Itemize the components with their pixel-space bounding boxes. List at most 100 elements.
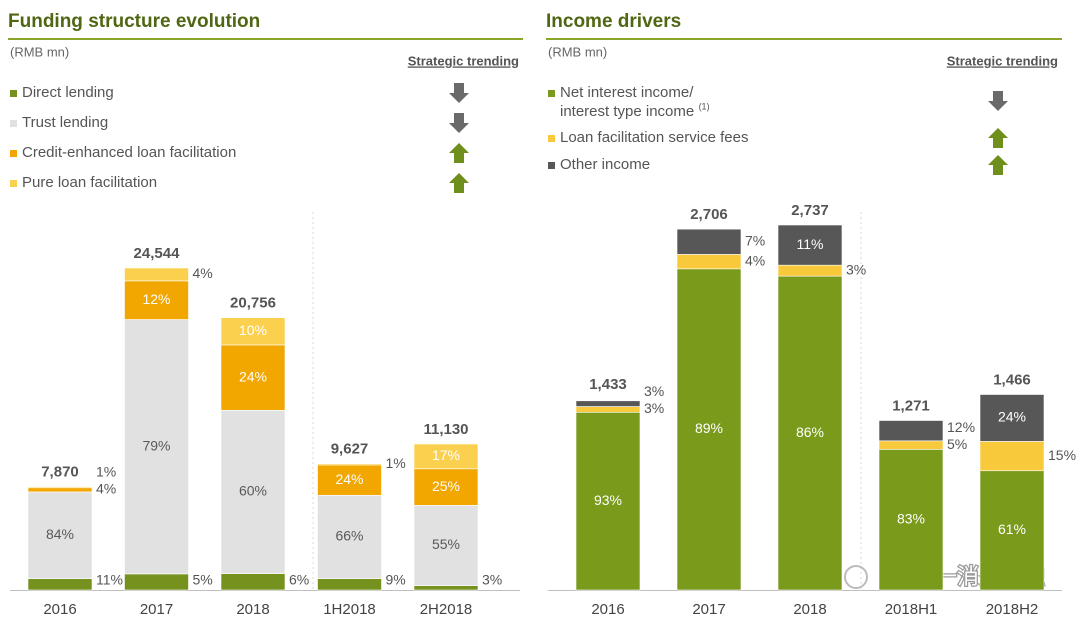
bar-segment bbox=[317, 463, 382, 466]
bar-segment bbox=[676, 228, 742, 255]
total-label: 20,756 bbox=[230, 295, 276, 312]
bar-segment bbox=[220, 317, 286, 346]
bar-segment bbox=[27, 491, 93, 579]
value-label: 5% bbox=[947, 436, 967, 452]
trend-heading: Strategic trending bbox=[947, 53, 1058, 68]
value-label: 7% bbox=[745, 232, 765, 248]
value-label: 24% bbox=[239, 368, 267, 384]
value-label: 15% bbox=[1048, 447, 1076, 463]
value-label: 3% bbox=[482, 572, 502, 588]
x-tick-label: 2017 bbox=[140, 601, 173, 618]
legend-label: Other income bbox=[560, 156, 650, 173]
bar-segment bbox=[575, 411, 641, 591]
value-label: 83% bbox=[897, 510, 925, 526]
bar-segment bbox=[979, 394, 1045, 442]
total-label: 11,130 bbox=[423, 421, 468, 438]
total-label: 2,737 bbox=[791, 202, 829, 219]
bar-segment bbox=[124, 573, 189, 591]
value-label: 93% bbox=[594, 492, 622, 508]
bar-segment bbox=[124, 267, 189, 282]
chart-title: Income drivers bbox=[546, 11, 681, 32]
bar-segment bbox=[878, 440, 944, 450]
value-label: 4% bbox=[96, 481, 116, 497]
legend-label: Direct lending bbox=[22, 84, 114, 101]
trend-arrow bbox=[988, 91, 1008, 111]
legend-line: interest type income bbox=[560, 103, 694, 120]
value-label: 84% bbox=[46, 526, 74, 542]
value-label: 4% bbox=[193, 265, 213, 281]
value-label: 3% bbox=[644, 383, 664, 399]
bar-segment bbox=[27, 486, 93, 489]
value-label: 1% bbox=[386, 455, 406, 471]
legend-swatch bbox=[548, 135, 555, 142]
bar-segment bbox=[220, 344, 286, 411]
value-label: 61% bbox=[998, 521, 1026, 537]
bar-segment bbox=[676, 254, 742, 270]
total-label: 7,870 bbox=[41, 464, 79, 481]
total-label: 1,466 bbox=[993, 371, 1031, 388]
value-label: 55% bbox=[432, 536, 460, 552]
chart-title: Funding structure evolution bbox=[8, 11, 260, 32]
x-tick-label: 2016 bbox=[591, 601, 624, 618]
value-label: 11% bbox=[797, 236, 824, 252]
legend-swatch bbox=[10, 150, 17, 157]
bar-segment bbox=[575, 406, 641, 413]
value-label: 5% bbox=[193, 572, 213, 588]
value-label: 17% bbox=[432, 447, 460, 463]
value-label: 3% bbox=[846, 261, 866, 277]
x-tick-label: 2016 bbox=[43, 601, 76, 618]
x-tick-label: 1H2018 bbox=[323, 601, 376, 618]
total-label: 24,544 bbox=[134, 245, 181, 262]
legend-swatch bbox=[10, 90, 17, 97]
legend-line: Net interest income/ bbox=[560, 84, 698, 101]
value-label: 4% bbox=[745, 252, 765, 268]
bar-segment bbox=[413, 505, 479, 586]
trend-arrow bbox=[988, 155, 1008, 175]
trend-arrow bbox=[988, 128, 1008, 148]
bar-segment bbox=[979, 470, 1045, 591]
legend-label: Pure loan facilitation bbox=[22, 174, 157, 191]
value-label: 24% bbox=[998, 409, 1026, 425]
total-label: 9,627 bbox=[331, 441, 369, 458]
legend-note: (1) bbox=[699, 101, 710, 111]
value-label: 89% bbox=[695, 420, 723, 436]
bar-segment bbox=[317, 464, 382, 496]
bar-segment bbox=[878, 449, 944, 591]
legend-swatch bbox=[10, 120, 17, 127]
bar-segment bbox=[413, 585, 479, 591]
legend-label: Trust lending bbox=[22, 114, 108, 131]
bar-segment bbox=[979, 441, 1045, 472]
bar-segment bbox=[413, 443, 479, 470]
legend-label: Loan facilitation service fees bbox=[560, 129, 748, 146]
legend-label: Net interest income/ interest type incom… bbox=[560, 84, 698, 120]
bar-segment bbox=[317, 494, 382, 579]
x-tick-label: 2018H2 bbox=[986, 601, 1039, 618]
total-label: 1,271 bbox=[892, 397, 930, 414]
legend-label: Credit-enhanced loan facilitation bbox=[22, 144, 236, 161]
trend-arrow bbox=[449, 173, 469, 193]
legend-swatch bbox=[548, 90, 555, 97]
bar-segment bbox=[777, 275, 843, 591]
value-label: 1% bbox=[96, 464, 116, 480]
bar-segment bbox=[124, 280, 189, 320]
bar-segment bbox=[220, 409, 286, 574]
value-label: 60% bbox=[239, 483, 267, 499]
value-label: 9% bbox=[386, 572, 406, 588]
unit-label: (RMB mn) bbox=[10, 44, 69, 59]
bar-segment bbox=[777, 264, 843, 277]
x-tick-label: 2018 bbox=[793, 601, 826, 618]
trend-heading: Strategic trending bbox=[408, 53, 519, 68]
watermark-icon bbox=[844, 565, 868, 589]
bar-segment bbox=[878, 420, 944, 442]
bar-segment bbox=[317, 578, 382, 591]
value-label: 24% bbox=[335, 471, 363, 487]
trend-arrow bbox=[449, 113, 469, 133]
value-label: 11% bbox=[96, 572, 123, 588]
bar-segment bbox=[124, 319, 189, 575]
legend-swatch bbox=[10, 180, 17, 187]
bar-segment bbox=[220, 573, 286, 591]
value-label: 86% bbox=[796, 424, 824, 440]
bar-segment bbox=[27, 487, 93, 493]
bar-segment bbox=[27, 578, 93, 591]
